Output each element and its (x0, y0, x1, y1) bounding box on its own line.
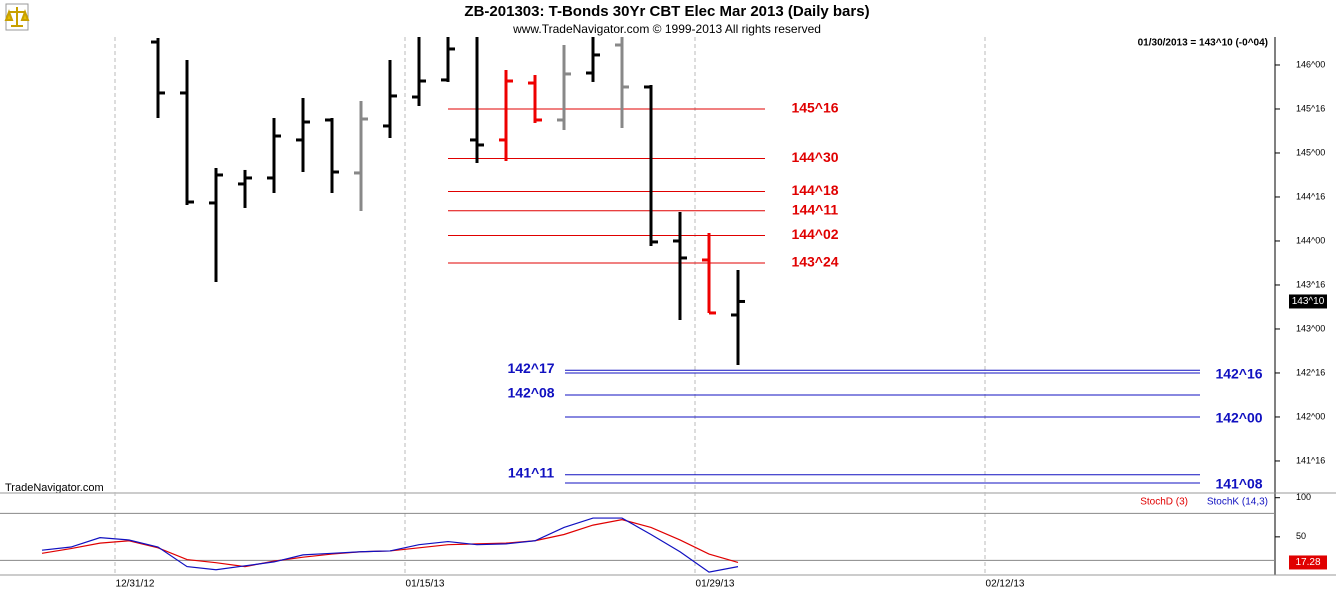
watermark: TradeNavigator.com (5, 482, 104, 494)
resistance-label: 144^18 (791, 182, 838, 198)
support-label: 141^08 (1215, 476, 1262, 492)
resistance-label: 144^11 (792, 201, 839, 217)
x-tick-label: 01/29/13 (696, 579, 735, 590)
y-tick-label: 144^16 (1296, 191, 1325, 201)
y-tick-label: 145^16 (1296, 103, 1325, 113)
support-label: 141^11 (508, 464, 555, 480)
y-tick-label: 146^00 (1296, 59, 1325, 69)
stoch-line (41, 519, 739, 568)
y-tick-label: 144^00 (1296, 235, 1325, 245)
support-label: 142^16 (1215, 366, 1262, 382)
support-label: 142^08 (507, 385, 554, 401)
last-value-label: 17.28 (1295, 557, 1320, 568)
support-label: 142^17 (507, 360, 554, 376)
legend-label: StochD (3) (1140, 497, 1188, 508)
y-tick-label: 143^16 (1296, 279, 1325, 289)
x-tick-label: 12/31/12 (116, 579, 155, 590)
quote: 01/30/2013 = 143^10 (-0^04) (1138, 38, 1268, 49)
x-tick-label: 01/15/13 (406, 579, 445, 590)
last-price-label: 143^10 (1292, 296, 1325, 307)
y-tick-label: 143^00 (1296, 323, 1325, 333)
resistance-label: 145^16 (791, 100, 838, 116)
copyright: www.TradeNavigator.com © 1999-2013 All r… (512, 22, 821, 36)
resistance-label: 144^02 (791, 226, 838, 242)
last-value-tag (1289, 555, 1327, 570)
stoch-line (41, 517, 739, 573)
y-tick-label: 100 (1296, 492, 1311, 502)
resistance-label: 143^24 (791, 254, 838, 270)
last-price-tag (1289, 294, 1327, 309)
logo (4, 3, 30, 31)
resistance-label: 144^30 (791, 149, 838, 165)
chart-title: ZB-201303: T-Bonds 30Yr CBT Elec Mar 201… (464, 3, 869, 20)
x-tick-label: 02/12/13 (986, 579, 1025, 590)
y-tick-label: 50 (1296, 531, 1306, 541)
support-label: 142^00 (1215, 410, 1262, 426)
y-tick-label: 142^16 (1296, 367, 1325, 377)
y-tick-label: 141^16 (1296, 455, 1325, 465)
legend-label: StochK (14,3) (1207, 497, 1268, 508)
bars (151, 37, 745, 365)
y-tick-label: 145^00 (1296, 147, 1325, 157)
y-tick-label: 142^00 (1296, 411, 1325, 421)
